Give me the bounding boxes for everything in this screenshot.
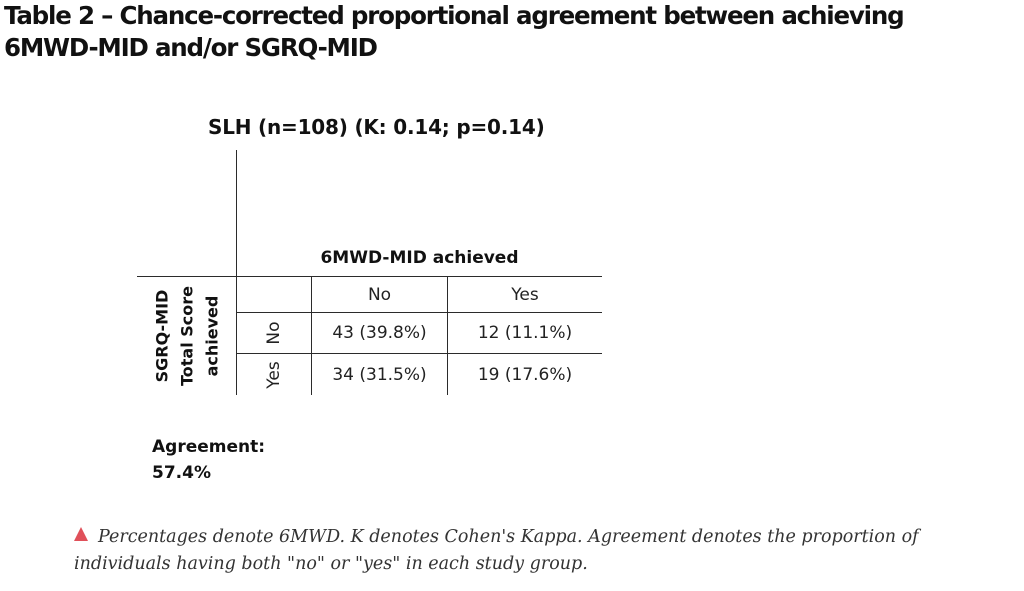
divider-vertical-col2 [447,276,448,395]
table-cell: 34 (31.5%) [332,364,427,385]
table-subtitle: SLH (n=108) (K: 0.14; p=0.14) [208,115,545,139]
table-cell: 43 (39.8%) [332,323,427,343]
row-header-no-cell: No [237,313,311,353]
row-header-yes-cell: Yes [237,354,311,395]
table-cell: 19 (17.6%) [477,364,573,385]
divider-vertical-col1 [311,276,312,395]
footnote-text: Percentages denote 6MWD. K denotes Cohen… [74,527,919,574]
row-header-yes: Yes [264,360,284,389]
divider-horizontal-row [237,353,602,354]
agreement-block: Agreement: 57.4% [152,434,265,486]
column-group-label: 6MWD-MID achieved [320,248,519,268]
row-header-no: No [264,321,284,345]
divider-vertical-main [236,150,237,395]
row-group-label-line: achieved [202,295,221,377]
agreement-value: 57.4% [152,463,211,483]
page-title: Table 2 – Chance-corrected proportional … [4,1,905,62]
caret-up-icon [74,527,88,541]
divider-horizontal-header [237,312,602,313]
row-group-label-line: Total Score [177,285,196,387]
row-group-label-wrap: SGRQ-MID Total Score achieved [137,277,236,395]
divider-horizontal-top [137,276,602,277]
column-header-yes: Yes [511,284,539,305]
row-group-label-line: SGRQ-MID [152,289,171,383]
footnote: Percentages denote 6MWD. K denotes Cohen… [74,524,1004,578]
row-group-label: SGRQ-MID Total Score achieved [149,286,224,386]
column-header-no: No [367,284,392,305]
table-cell: 12 (11.1%) [477,323,573,343]
agreement-label: Agreement: [152,437,266,457]
